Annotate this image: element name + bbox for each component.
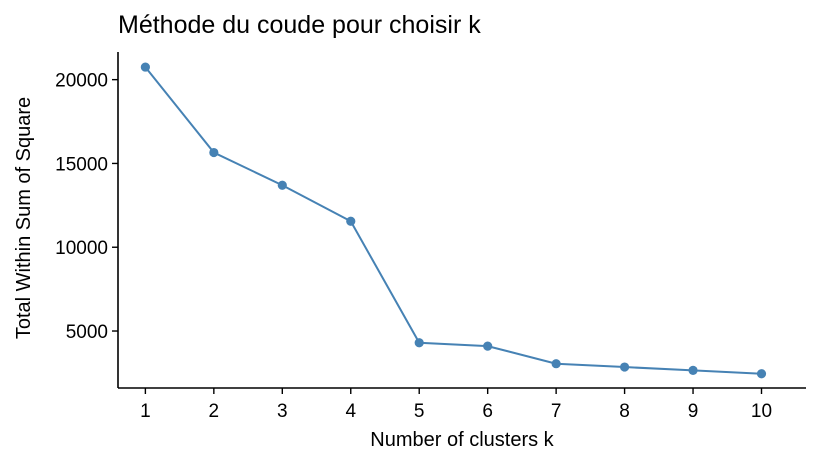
y-tick-label: 15000 [55,154,108,175]
y-tick-label: 5000 [66,322,108,343]
data-point [551,359,561,369]
data-point [483,341,493,351]
series-group [140,62,767,379]
x-tick-label: 1 [140,401,151,422]
x-tick-label: 8 [619,401,630,422]
data-point [414,338,424,348]
x-tick-label: 6 [482,401,493,422]
data-point [619,362,630,372]
y-tick-label: 20000 [55,71,108,92]
data-point [688,365,698,376]
x-tick-label: 9 [688,401,699,422]
x-axis-label: Number of clusters k [370,429,554,451]
data-point [209,147,219,158]
y-axis-ticks: 5000 10000 15000 20000 [55,71,118,343]
x-tick-label: 7 [551,401,562,422]
x-tick-label: 5 [414,401,425,422]
series-line [144,66,762,375]
x-tick-label: 3 [277,401,288,422]
x-tick-label: 4 [345,401,356,422]
y-axis-label: Total Within Sum of Square [13,97,35,339]
x-axis-ticks: 1 2 3 4 5 6 7 8 9 10 [140,388,772,422]
x-tick-label: 10 [751,401,772,422]
chart-title: Méthode du coude pour choisir k [118,11,481,39]
data-point [277,180,287,190]
data-point [140,62,150,72]
y-tick-label: 10000 [55,238,108,259]
x-tick-label: 2 [209,401,220,422]
data-point [756,369,767,379]
data-point [346,216,356,226]
